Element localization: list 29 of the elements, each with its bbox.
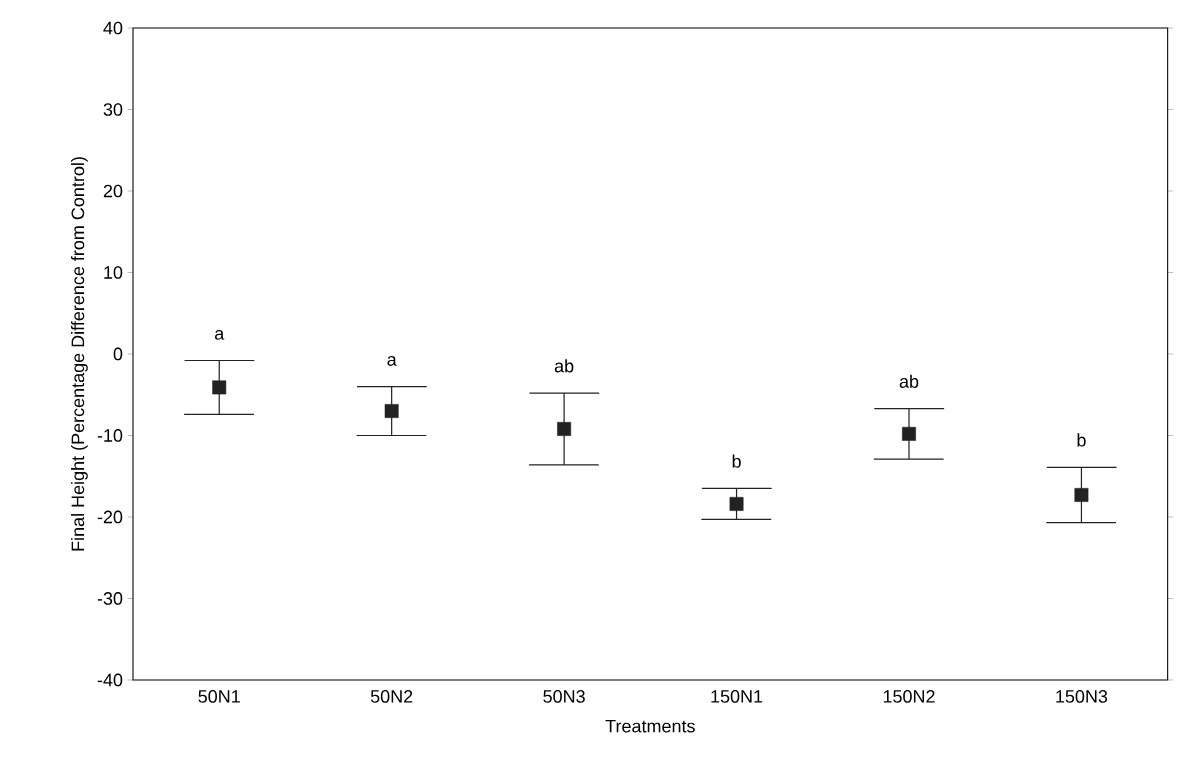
x-tick-label: 150N3 bbox=[1056, 690, 1108, 703]
y-tick-label: 10 bbox=[104, 266, 123, 279]
y-tick-label: -10 bbox=[97, 429, 123, 442]
x-tick-label: 50N3 bbox=[543, 690, 585, 703]
annotation: ab bbox=[554, 359, 574, 373]
annotation: a bbox=[215, 329, 225, 340]
y-tick-label: -20 bbox=[97, 510, 123, 524]
point bbox=[212, 380, 227, 395]
y-tick-label: 20 bbox=[103, 184, 123, 198]
annotation: ab bbox=[899, 374, 919, 388]
point bbox=[384, 404, 399, 418]
x-axis-title: Treatments bbox=[605, 719, 695, 733]
y-axis-title: Final Height (Percentage Difference from Control) bbox=[71, 157, 88, 551]
x-tick-label: 50N1 bbox=[198, 690, 240, 703]
y-tick-label: 30 bbox=[103, 103, 123, 116]
point bbox=[729, 497, 744, 511]
annotation: b bbox=[1077, 433, 1086, 447]
point bbox=[557, 422, 572, 436]
x-tick-label: 50N2 bbox=[370, 690, 413, 703]
annotation: b bbox=[732, 454, 741, 468]
annotation: a bbox=[387, 356, 397, 366]
y-tick-label: 0 bbox=[113, 347, 123, 361]
point bbox=[1074, 488, 1089, 502]
y-tick-label: -40 bbox=[97, 673, 123, 687]
x-tick-label: 150N2 bbox=[883, 690, 935, 703]
y-tick-label: 40 bbox=[103, 21, 123, 35]
point bbox=[902, 426, 916, 441]
x-tick-label: 150N1 bbox=[711, 690, 763, 703]
y-tick-label: -30 bbox=[97, 592, 123, 605]
